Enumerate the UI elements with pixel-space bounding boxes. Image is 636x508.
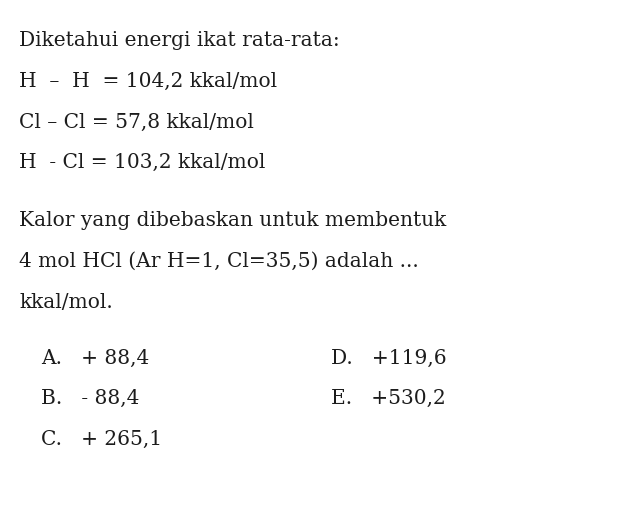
- Text: H  - Cl = 103,2 kkal/mol: H - Cl = 103,2 kkal/mol: [19, 153, 265, 172]
- Text: E.   +530,2: E. +530,2: [331, 389, 445, 408]
- Text: C.   + 265,1: C. + 265,1: [41, 430, 162, 449]
- Text: Cl – Cl = 57,8 kkal/mol: Cl – Cl = 57,8 kkal/mol: [19, 112, 254, 132]
- Text: kkal/mol.: kkal/mol.: [19, 293, 113, 312]
- Text: 4 mol HCl (Ar H=1, Cl=35,5) adalah ...: 4 mol HCl (Ar H=1, Cl=35,5) adalah ...: [19, 252, 419, 271]
- Text: A.   + 88,4: A. + 88,4: [41, 348, 149, 368]
- Text: H  –  H  = 104,2 kkal/mol: H – H = 104,2 kkal/mol: [19, 72, 277, 91]
- Text: B.   - 88,4: B. - 88,4: [41, 389, 140, 408]
- Text: Diketahui energi ikat rata-rata:: Diketahui energi ikat rata-rata:: [19, 31, 340, 50]
- Text: Kalor yang dibebaskan untuk membentuk: Kalor yang dibebaskan untuk membentuk: [19, 211, 446, 231]
- Text: D.   +119,6: D. +119,6: [331, 348, 446, 368]
